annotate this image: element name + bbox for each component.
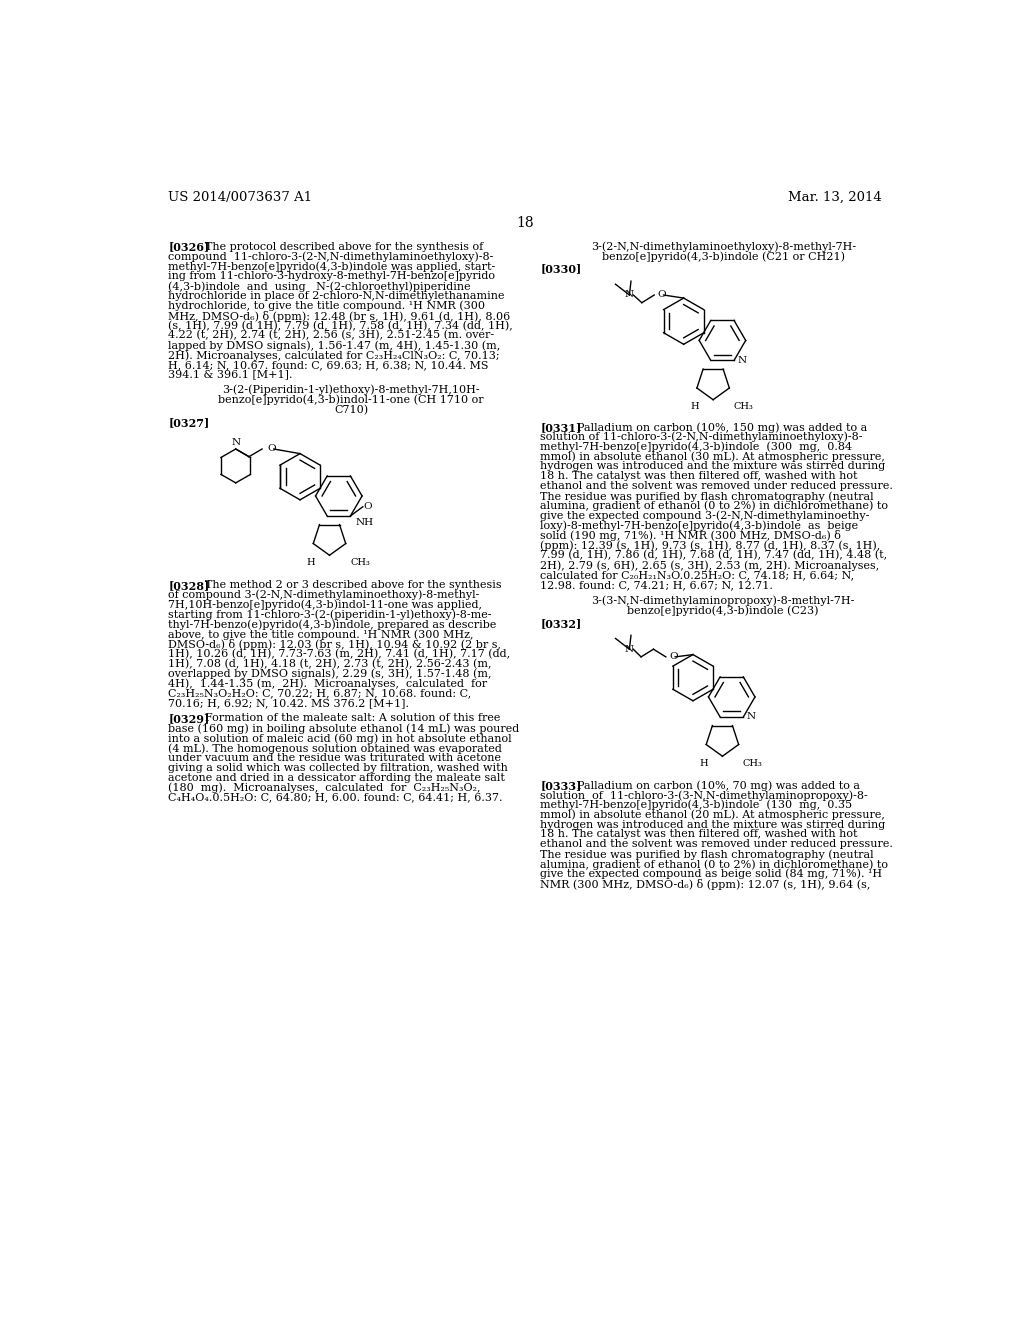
- Text: N: N: [746, 713, 756, 722]
- Text: base (160 mg) in boiling absolute ethanol (14 mL) was poured: base (160 mg) in boiling absolute ethano…: [168, 723, 519, 734]
- Text: 4H),  1.44-1.35 (m,  2H).  Microanalyses,  calculated  for: 4H), 1.44-1.35 (m, 2H). Microanalyses, c…: [168, 678, 487, 689]
- Text: mmol) in absolute ethanol (20 mL). At atmospheric pressure,: mmol) in absolute ethanol (20 mL). At at…: [541, 809, 885, 820]
- Text: N: N: [625, 290, 634, 300]
- Text: 18 h. The catalyst was then filtered off, washed with hot: 18 h. The catalyst was then filtered off…: [541, 471, 858, 482]
- Text: C₄H₄O₄.0.5H₂O: C, 64.80; H, 6.00. found: C, 64.41; H, 6.37.: C₄H₄O₄.0.5H₂O: C, 64.80; H, 6.00. found:…: [168, 792, 503, 803]
- Text: [0330]: [0330]: [541, 264, 582, 275]
- Text: into a solution of maleic acid (60 mg) in hot absolute ethanol: into a solution of maleic acid (60 mg) i…: [168, 733, 512, 743]
- Text: hydrogen was introduced and the mixture was stirred during: hydrogen was introduced and the mixture …: [541, 462, 886, 471]
- Text: (ppm): 12.39 (s, 1H), 9.73 (s, 1H), 8.77 (d, 1H), 8.37 (s, 1H),: (ppm): 12.39 (s, 1H), 9.73 (s, 1H), 8.77…: [541, 540, 881, 550]
- Text: [0326]: [0326]: [168, 242, 210, 252]
- Text: 12.98. found: C, 74.21; H, 6.67; N, 12.71.: 12.98. found: C, 74.21; H, 6.67; N, 12.7…: [541, 579, 773, 590]
- Text: O: O: [364, 502, 373, 511]
- Text: compound  11-chloro-3-(2-N,N-dimethylaminoethyloxy)-8-: compound 11-chloro-3-(2-N,N-dimethylamin…: [168, 251, 494, 261]
- Text: benzo[e]pyrido(4,3-b)indole (C21 or CH21): benzo[e]pyrido(4,3-b)indole (C21 or CH21…: [602, 251, 845, 261]
- Text: hydrochloride, to give the title compound. ¹H NMR (300: hydrochloride, to give the title compoun…: [168, 301, 485, 312]
- Text: NMR (300 MHz, DMSO-d₆) δ (ppm): 12.07 (s, 1H), 9.64 (s,: NMR (300 MHz, DMSO-d₆) δ (ppm): 12.07 (s…: [541, 879, 870, 890]
- Text: solution of 11-chloro-3-(2-N,N-dimethylaminoethyloxy)-8-: solution of 11-chloro-3-(2-N,N-dimethyla…: [541, 432, 863, 442]
- Text: O: O: [669, 652, 678, 661]
- Text: loxy)-8-methyl-7H-benzo[e]pyrido(4,3-b)indole  as  beige: loxy)-8-methyl-7H-benzo[e]pyrido(4,3-b)i…: [541, 520, 858, 531]
- Text: C₂₃H₂₅N₃O₂H₂O: C, 70.22; H, 6.87; N, 10.68. found: C,: C₂₃H₂₅N₃O₂H₂O: C, 70.22; H, 6.87; N, 10.…: [168, 688, 471, 698]
- Text: CH₃: CH₃: [350, 557, 371, 566]
- Text: 3-(2-(Piperidin-1-yl)ethoxy)-8-methyl-7H,10H-: 3-(2-(Piperidin-1-yl)ethoxy)-8-methyl-7H…: [222, 385, 480, 396]
- Text: [0331]: [0331]: [541, 422, 582, 433]
- Text: 1H), 10.26 (d, 1H), 7.73-7.63 (m, 2H), 7.41 (d, 1H), 7.17 (dd,: 1H), 10.26 (d, 1H), 7.73-7.63 (m, 2H), 7…: [168, 649, 510, 659]
- Text: N: N: [625, 644, 634, 653]
- Text: above, to give the title compound. ¹H NMR (300 MHz,: above, to give the title compound. ¹H NM…: [168, 630, 474, 640]
- Text: (s, 1H), 7.99 (d 1H), 7.79 (d, 1H), 7.58 (d, 1H), 7.34 (dd, 1H),: (s, 1H), 7.99 (d 1H), 7.79 (d, 1H), 7.58…: [168, 321, 513, 331]
- Text: Palladium on carbon (10%, 70 mg) was added to a: Palladium on carbon (10%, 70 mg) was add…: [569, 780, 860, 791]
- Text: starting from 11-chloro-3-(2-(piperidin-1-yl)ethoxy)-8-me-: starting from 11-chloro-3-(2-(piperidin-…: [168, 610, 492, 620]
- Text: [0327]: [0327]: [168, 417, 210, 428]
- Text: give the expected compound 3-(2-N,N-dimethylaminoethy-: give the expected compound 3-(2-N,N-dime…: [541, 511, 869, 521]
- Text: giving a solid which was collected by filtration, washed with: giving a solid which was collected by fi…: [168, 763, 508, 772]
- Text: solid (190 mg, 71%). ¹H NMR (300 MHz, DMSO-d₆) δ: solid (190 mg, 71%). ¹H NMR (300 MHz, DM…: [541, 531, 841, 541]
- Text: 18 h. The catalyst was then filtered off, washed with hot: 18 h. The catalyst was then filtered off…: [541, 829, 858, 840]
- Text: (4 mL). The homogenous solution obtained was evaporated: (4 mL). The homogenous solution obtained…: [168, 743, 502, 754]
- Text: overlapped by DMSO signals), 2.29 (s, 3H), 1.57-1.48 (m,: overlapped by DMSO signals), 2.29 (s, 3H…: [168, 669, 492, 680]
- Text: of compound 3-(2-N,N-dimethylaminoethoxy)-8-methyl-: of compound 3-(2-N,N-dimethylaminoethoxy…: [168, 590, 479, 601]
- Text: O: O: [657, 290, 666, 300]
- Text: Mar. 13, 2014: Mar. 13, 2014: [787, 191, 882, 203]
- Text: The protocol described above for the synthesis of: The protocol described above for the syn…: [198, 242, 483, 252]
- Text: H: H: [690, 403, 698, 411]
- Text: mmol) in absolute ethanol (30 mL). At atmospheric pressure,: mmol) in absolute ethanol (30 mL). At at…: [541, 451, 885, 462]
- Text: 70.16; H, 6.92; N, 10.42. MS 376.2 [M+1].: 70.16; H, 6.92; N, 10.42. MS 376.2 [M+1]…: [168, 698, 410, 708]
- Text: methyl-7H-benzo[e]pyrido(4,3-b)indole was applied, start-: methyl-7H-benzo[e]pyrido(4,3-b)indole wa…: [168, 261, 496, 272]
- Text: Formation of the maleate salt: A solution of this free: Formation of the maleate salt: A solutio…: [198, 713, 500, 723]
- Text: benzo[e]pyrido(4,3-b)indol-11-one (CH 1710 or: benzo[e]pyrido(4,3-b)indol-11-one (CH 17…: [218, 395, 484, 405]
- Text: methyl-7H-benzo[e]pyrido(4,3-b)indole  (130  mg,  0.35: methyl-7H-benzo[e]pyrido(4,3-b)indole (1…: [541, 800, 852, 810]
- Text: 394.1 & 396.1 [M+1].: 394.1 & 396.1 [M+1].: [168, 370, 293, 380]
- Text: H: H: [699, 759, 709, 767]
- Text: N: N: [231, 438, 241, 447]
- Text: acetone and dried in a dessicator affording the maleate salt: acetone and dried in a dessicator afford…: [168, 772, 505, 783]
- Text: under vacuum and the residue was triturated with acetone: under vacuum and the residue was tritura…: [168, 752, 502, 763]
- Text: [0332]: [0332]: [541, 618, 582, 628]
- Text: DMSO-d₆) δ (ppm): 12.03 (br s, 1H), 10.94 & 10.92 (2 br s,: DMSO-d₆) δ (ppm): 12.03 (br s, 1H), 10.9…: [168, 639, 502, 649]
- Text: hydrogen was introduced and the mixture was stirred during: hydrogen was introduced and the mixture …: [541, 820, 886, 829]
- Text: give the expected compound as beige solid (84 mg, 71%). ¹H: give the expected compound as beige soli…: [541, 869, 883, 879]
- Text: lapped by DMSO signals), 1.56-1.47 (m, 4H), 1.45-1.30 (m,: lapped by DMSO signals), 1.56-1.47 (m, 4…: [168, 341, 501, 351]
- Text: ing from 11-chloro-3-hydroxy-8-methyl-7H-benzo[e]pyrido: ing from 11-chloro-3-hydroxy-8-methyl-7H…: [168, 271, 496, 281]
- Text: ethanol and the solvent was removed under reduced pressure.: ethanol and the solvent was removed unde…: [541, 840, 893, 849]
- Text: 18: 18: [516, 216, 534, 230]
- Text: methyl-7H-benzo[e]pyrido(4,3-b)indole  (300  mg,  0.84: methyl-7H-benzo[e]pyrido(4,3-b)indole (3…: [541, 442, 852, 453]
- Text: (180  mg).  Microanalyses,  calculated  for  C₂₃H₂₅N₃O₂,: (180 mg). Microanalyses, calculated for …: [168, 783, 481, 793]
- Text: US 2014/0073637 A1: US 2014/0073637 A1: [168, 191, 312, 203]
- Text: 2H), 2.79 (s, 6H), 2.65 (s, 3H), 2.53 (m, 2H). Microanalyses,: 2H), 2.79 (s, 6H), 2.65 (s, 3H), 2.53 (m…: [541, 560, 880, 570]
- Text: The method 2 or 3 described above for the synthesis: The method 2 or 3 described above for th…: [198, 579, 502, 590]
- Text: N: N: [737, 356, 746, 364]
- Text: H: H: [306, 557, 315, 566]
- Text: MHz, DMSO-d₆) δ (ppm): 12.48 (br s, 1H), 9.61 (d, 1H), 8.06: MHz, DMSO-d₆) δ (ppm): 12.48 (br s, 1H),…: [168, 310, 511, 322]
- Text: O: O: [267, 444, 276, 453]
- Text: [0329]: [0329]: [168, 713, 210, 725]
- Text: [0328]: [0328]: [168, 579, 210, 591]
- Text: 3-(2-N,N-dimethylaminoethyloxy)-8-methyl-7H-: 3-(2-N,N-dimethylaminoethyloxy)-8-methyl…: [591, 242, 856, 252]
- Text: [0333]: [0333]: [541, 780, 582, 791]
- Text: The residue was purified by flash chromatography (neutral: The residue was purified by flash chroma…: [541, 849, 873, 859]
- Text: H, 6.14; N, 10.67. found: C, 69.63; H, 6.38; N, 10.44. MS: H, 6.14; N, 10.67. found: C, 69.63; H, 6…: [168, 360, 488, 370]
- Text: 7H,10H-benzo[e]pyrido(4,3-b)indol-11-one was applied,: 7H,10H-benzo[e]pyrido(4,3-b)indol-11-one…: [168, 599, 482, 610]
- Text: CH₃: CH₃: [742, 759, 763, 767]
- Text: benzo[e]pyrido(4,3-b)indole (C23): benzo[e]pyrido(4,3-b)indole (C23): [628, 606, 819, 616]
- Text: calculated for C₂₀H₂₁N₃O.0.25H₂O: C, 74.18; H, 6.64; N,: calculated for C₂₀H₂₁N₃O.0.25H₂O: C, 74.…: [541, 570, 854, 579]
- Text: thyl-7H-benzo(e)pyrido(4,3-b)indole, prepared as describe: thyl-7H-benzo(e)pyrido(4,3-b)indole, pre…: [168, 619, 497, 630]
- Text: 1H), 7.08 (d, 1H), 4.18 (t, 2H), 2.73 (t, 2H), 2.56-2.43 (m,: 1H), 7.08 (d, 1H), 4.18 (t, 2H), 2.73 (t…: [168, 659, 492, 669]
- Text: The residue was purified by flash chromatography (neutral: The residue was purified by flash chroma…: [541, 491, 873, 502]
- Text: C710): C710): [334, 405, 369, 414]
- Text: CH₃: CH₃: [733, 403, 753, 411]
- Text: alumina, gradient of ethanol (0 to 2%) in dichloromethane) to: alumina, gradient of ethanol (0 to 2%) i…: [541, 859, 888, 870]
- Text: 4.22 (t, 2H), 2.74 (t, 2H), 2.56 (s, 3H), 2.51-2.45 (m. over-: 4.22 (t, 2H), 2.74 (t, 2H), 2.56 (s, 3H)…: [168, 330, 495, 341]
- Text: alumina, gradient of ethanol (0 to 2%) in dichloromethane) to: alumina, gradient of ethanol (0 to 2%) i…: [541, 500, 888, 511]
- Text: Palladium on carbon (10%, 150 mg) was added to a: Palladium on carbon (10%, 150 mg) was ad…: [569, 422, 867, 433]
- Text: 2H). Microanalyses, calculated for C₂₃H₂₄ClN₃O₂: C, 70.13;: 2H). Microanalyses, calculated for C₂₃H₂…: [168, 350, 500, 360]
- Text: solution  of  11-chloro-3-(3-N,N-dimethylaminopropoxy)-8-: solution of 11-chloro-3-(3-N,N-dimethyla…: [541, 789, 868, 800]
- Text: hydrochloride in place of 2-chloro-N,N-dimethylethanamine: hydrochloride in place of 2-chloro-N,N-d…: [168, 290, 505, 301]
- Text: (4,3-b)indole  and  using   N-(2-chloroethyl)piperidine: (4,3-b)indole and using N-(2-chloroethyl…: [168, 281, 471, 292]
- Text: 3-(3-N,N-dimethylaminopropoxy)-8-methyl-7H-: 3-(3-N,N-dimethylaminopropoxy)-8-methyl-…: [592, 595, 855, 606]
- Text: ethanol and the solvent was removed under reduced pressure.: ethanol and the solvent was removed unde…: [541, 482, 893, 491]
- Text: 7.99 (d, 1H), 7.86 (d, 1H), 7.68 (d, 1H), 7.47 (dd, 1H), 4.48 (t,: 7.99 (d, 1H), 7.86 (d, 1H), 7.68 (d, 1H)…: [541, 550, 888, 561]
- Text: NH: NH: [356, 519, 374, 528]
